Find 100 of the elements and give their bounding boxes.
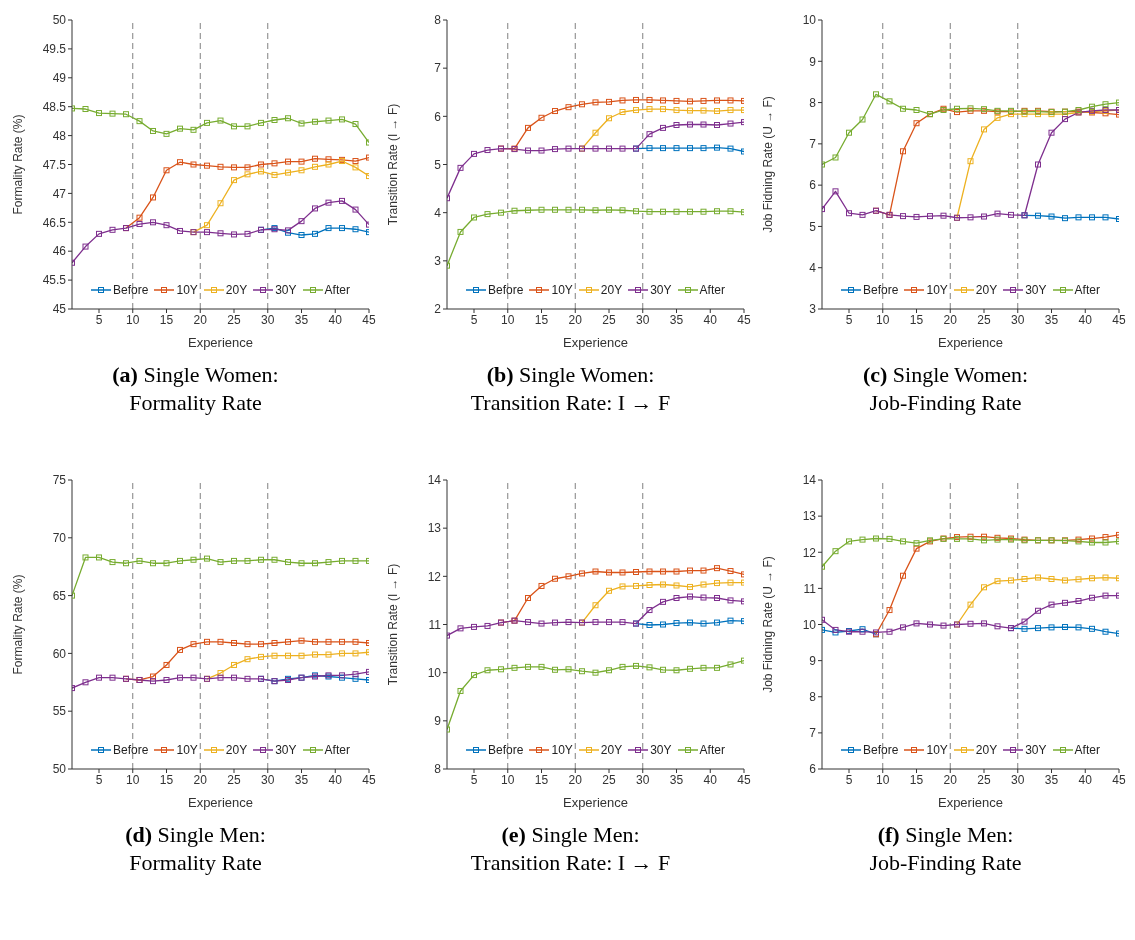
x-tick-label: 20 [568,772,583,787]
legend-label: Before [863,743,899,757]
x-tick-label: 20 [943,772,958,787]
y-tick-label: 75 [52,473,67,488]
y-tick-label: 3 [434,254,442,269]
legend-label: 10Y [926,283,948,297]
legend-label: After [324,283,350,297]
x-tick-label: 20 [193,312,208,327]
y-tick-label: 7 [809,137,817,152]
y-tick-label: 6 [809,762,817,777]
x-tick-label: 20 [568,312,583,327]
legend-label: 30Y [275,283,297,297]
x-tick-label: 45 [362,312,376,327]
legend-label: Before [488,743,524,757]
text: (b) Single Women: Transition Rate: I → F [469,361,672,417]
y-tick-label: 12 [427,569,442,584]
x-tick-label: 30 [1011,312,1025,327]
legend-label: After [1074,283,1100,297]
y-tick-label: 6 [434,109,442,124]
legend-label: 30Y [275,743,297,757]
x-tick-label: 40 [328,312,343,327]
y-tick-label: 11 [803,581,817,596]
legend-label: 30Y [650,283,672,297]
y-tick-label: 45 [52,302,67,317]
x-tick-label: 15 [534,312,549,327]
legend-label: After [699,283,725,297]
legend-label: 20Y [225,283,248,297]
y-tick-label: 8 [809,95,817,110]
y-tick-label: 7 [809,726,817,741]
x-tick-label: 5 [470,772,478,787]
y-tick-label: 7 [434,61,442,76]
y-tick-label: 48 [52,128,67,143]
x-tick-label: 30 [261,312,275,327]
y-tick-label: 49.5 [42,42,67,57]
x-tick-label: 5 [845,312,853,327]
y-tick-label: 6 [809,178,817,193]
legend-label: Before [113,743,149,757]
y-tick-label: 55 [52,704,67,719]
y-axis-title: Job Fidning Rate (U → F) [761,96,776,233]
x-tick-label: 20 [193,772,208,787]
x-tick-label: 40 [703,772,718,787]
x-tick-label: 15 [159,772,174,787]
y-tick-label: 2 [434,302,442,317]
x-tick-label: 30 [636,772,650,787]
text: (d) Single Men: Formality Rate [124,821,267,877]
x-tick-label: 30 [261,772,275,787]
y-tick-label: 49 [52,71,67,86]
text: (e) Single Men: Transition Rate: I → F [469,821,672,877]
legend-label: Before [113,283,149,297]
y-axis-title: Formality Rate (%) [11,114,26,215]
x-tick-label: 5 [470,312,478,327]
y-tick-label: 50 [52,13,67,28]
legend-label: 10Y [551,283,573,297]
legend-label: 20Y [225,743,248,757]
x-tick-label: 25 [977,772,991,787]
x-tick-label: 5 [845,772,853,787]
y-tick-label: 10 [802,617,817,632]
y-tick-label: 8 [809,690,817,705]
x-tick-label: 25 [977,312,991,327]
x-tick-label: 15 [909,772,924,787]
y-tick-label: 12 [802,545,817,560]
x-tick-label: 40 [703,312,718,327]
x-axis-title: Experience [187,795,254,810]
y-axis-title: Formality Rate (%) [11,574,26,675]
legend-label: Before [488,283,524,297]
x-axis-title: Experience [937,335,1004,350]
x-tick-label: 35 [1044,312,1059,327]
x-tick-label: 15 [159,312,174,327]
legend-label: 30Y [650,743,672,757]
y-tick-label: 14 [427,473,442,488]
x-tick-label: 10 [501,312,515,327]
y-tick-label: 50 [52,762,67,777]
legend-label: 10Y [176,283,198,297]
y-tick-label: 60 [52,646,67,661]
x-tick-label: 20 [943,312,958,327]
legend-label: 20Y [600,283,623,297]
y-tick-label: 5 [434,157,442,172]
x-tick-label: 45 [737,312,751,327]
legend-label: 10Y [926,743,948,757]
text: (c) Single Women: Job-Finding Rate [861,361,1030,417]
x-tick-label: 25 [227,772,241,787]
y-tick-label: 13 [427,521,442,536]
x-tick-label: 40 [1078,312,1093,327]
legend-label: After [324,743,350,757]
x-tick-label: 45 [362,772,376,787]
text: (a) Single Women: Formality Rate [111,361,280,417]
x-tick-label: 30 [636,312,650,327]
y-tick-label: 45.5 [42,273,67,288]
x-tick-label: 30 [1011,772,1025,787]
y-tick-label: 5 [809,219,817,234]
x-tick-label: 5 [95,772,103,787]
x-axis-title: Experience [562,795,629,810]
y-tick-label: 8 [434,762,442,777]
x-tick-label: 35 [669,772,684,787]
y-tick-label: 47 [52,186,67,201]
x-tick-label: 35 [294,772,309,787]
legend-label: 30Y [1025,743,1047,757]
x-tick-label: 35 [294,312,309,327]
legend-label: 10Y [176,743,198,757]
x-tick-label: 10 [876,772,890,787]
